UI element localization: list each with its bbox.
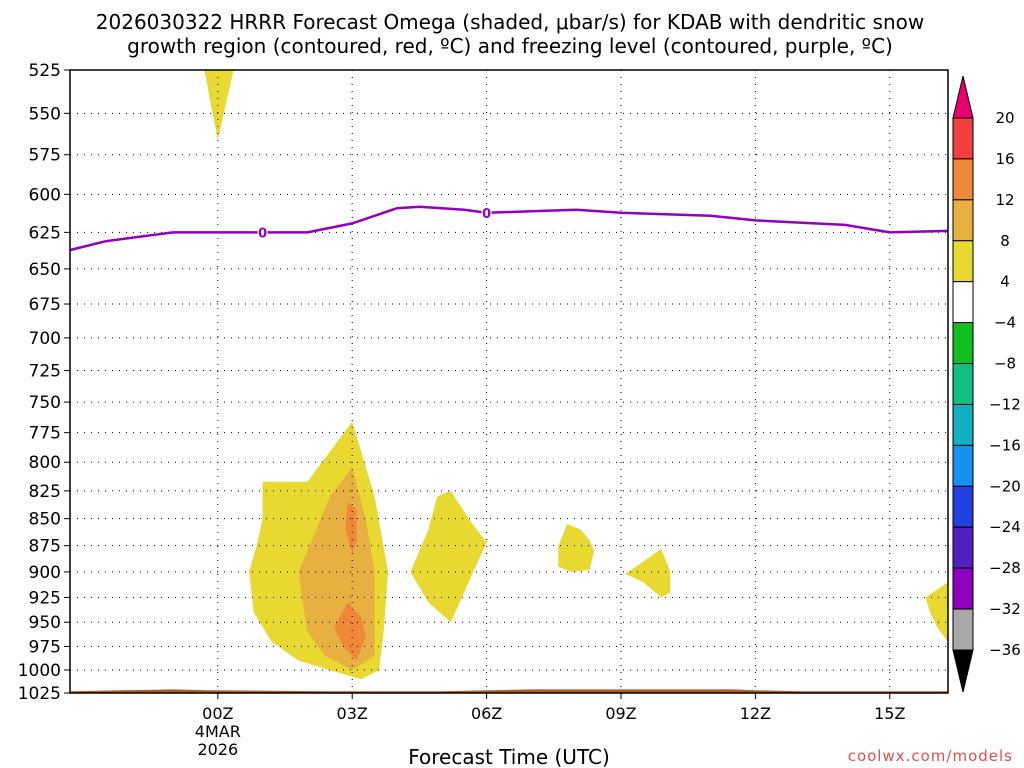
colorbar-tick-label: −8	[994, 355, 1016, 373]
y-tick-label: 525	[29, 61, 61, 81]
omega-region-5	[410, 490, 487, 623]
colorbar-swatch	[952, 281, 974, 324]
colorbar-tick-label: −36	[989, 641, 1021, 659]
colorbar-tick-label: 12	[995, 191, 1014, 209]
colorbar: 20 16 12 8 4 −4 −8 −12 −16 −20 −24 −28 −32 −36	[952, 75, 1021, 693]
colorbar-swatch	[952, 526, 974, 569]
x-tick-label: 15Z	[874, 704, 905, 723]
colorbar-tick-label: −28	[989, 559, 1021, 577]
x-tick-label: 09Z	[605, 704, 636, 723]
y-tick-label: 625	[29, 223, 61, 243]
y-tick-label: 550	[29, 104, 61, 124]
x-tick-label: 03Z	[337, 704, 368, 723]
x-tick-label: 12Z	[740, 704, 771, 723]
y-tick-label: 650	[29, 260, 61, 280]
y-tick-label: 875	[29, 537, 61, 557]
y-tick-label: 900	[29, 563, 61, 583]
colorbar-swatch	[952, 322, 974, 365]
y-tick-label: 600	[29, 185, 61, 205]
freezing-level-label: 0	[482, 207, 491, 222]
colorbar-swatch	[952, 444, 974, 487]
x-tick-label: 00Z	[202, 704, 233, 723]
y-tick-label: 775	[29, 424, 61, 444]
colorbar-tick-label: 8	[1000, 232, 1010, 250]
y-tick-label: 850	[29, 510, 61, 530]
colorbar-tick-label: −16	[989, 436, 1021, 454]
colorbar-tick-label: 20	[995, 109, 1014, 127]
freezing-level-label-bg	[257, 225, 268, 240]
colorbar-tick-label: 4	[1000, 273, 1010, 291]
colorbar-tick-label: −24	[989, 518, 1021, 536]
omega-region-7	[625, 548, 671, 598]
freezing-level-line	[70, 205, 948, 252]
colorbar-swatch	[952, 567, 974, 610]
x-tick-date: 4MAR	[195, 722, 241, 741]
colorbar-swatch	[952, 485, 974, 528]
x-axis-label: Forecast Time (UTC)	[408, 745, 610, 768]
contours: 00	[70, 205, 948, 252]
y-tick-label: 975	[29, 637, 61, 657]
chart-title-line-2: growth region (contoured, red, ºC) and f…	[127, 34, 893, 58]
colorbar-swatch	[952, 117, 974, 160]
y-tick-label: 800	[29, 453, 61, 473]
colorbar-swatch	[952, 158, 974, 201]
x-tick-label: 06Z	[471, 704, 502, 723]
omega-region-0	[204, 70, 234, 140]
credit-text: coolwx.com/models	[848, 747, 1013, 765]
plot-frame	[69, 69, 949, 694]
y-tick-label: 750	[29, 393, 61, 413]
colorbar-swatch	[952, 403, 974, 446]
colorbar-swatch	[952, 608, 974, 651]
colorbar-tick-label: −20	[989, 477, 1021, 495]
chart-title-line-1: 2026030322 HRRR Forecast Omega (shaded, …	[96, 10, 924, 34]
y-tick-label: 1000	[18, 661, 61, 681]
x-tick-year: 2026	[197, 740, 238, 759]
colorbar-tick-label: −4	[994, 314, 1016, 332]
y-tick-label: 925	[29, 588, 61, 608]
y-tick-label: 700	[29, 329, 61, 349]
terrain-band	[70, 689, 948, 693]
colorbar-tick-label: −32	[989, 600, 1021, 618]
omega-region-6	[558, 524, 595, 572]
colorbar-swatch	[952, 363, 974, 405]
colorbar-tick-label: −12	[989, 395, 1021, 413]
y-tick-label: 950	[29, 613, 61, 633]
freezing-level-label-bg	[481, 205, 492, 220]
y-tick-label: 825	[29, 482, 61, 502]
colorbar-swatch	[952, 199, 974, 242]
y-tick-label: 725	[29, 362, 61, 382]
plot-area	[70, 70, 948, 693]
y-tick-label: 1025	[18, 684, 61, 704]
colorbar-bottom-arrow	[952, 649, 974, 693]
axes: 525 550 575 600 625 650 675 700 725 750 775 800 825 8…	[18, 61, 949, 759]
colorbar-swatch	[952, 240, 974, 283]
colorbar-tick-label: 16	[995, 150, 1014, 168]
freezing-level-label: 0	[258, 226, 267, 241]
omega-region-3	[345, 502, 357, 554]
y-tick-label: 675	[29, 295, 61, 315]
y-tick-label: 575	[29, 146, 61, 166]
